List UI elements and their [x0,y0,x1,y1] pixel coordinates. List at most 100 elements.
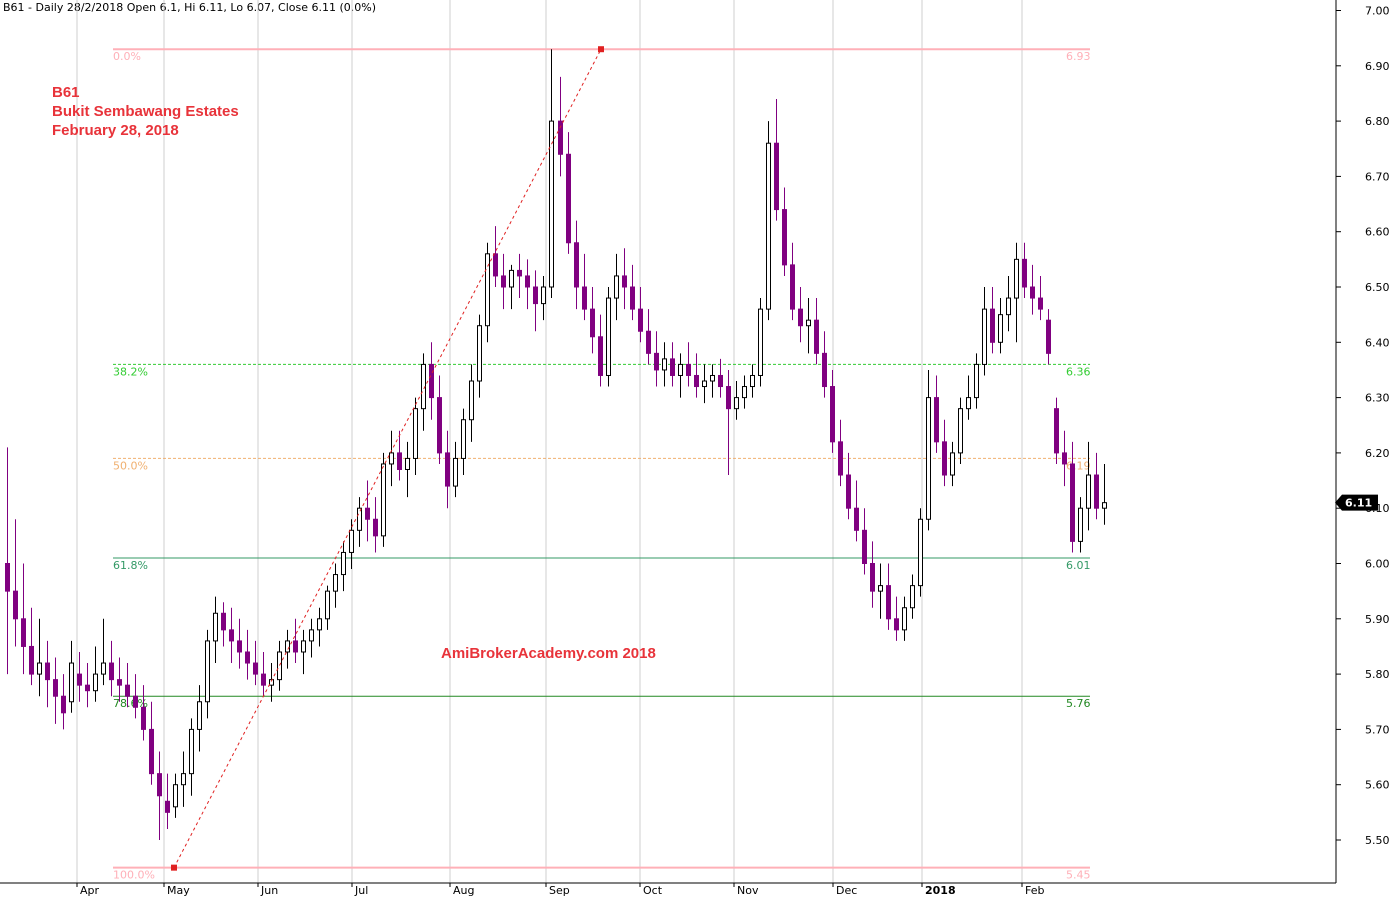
title-symbol: B61 [52,84,80,101]
candle-body [838,441,843,476]
candle-body [549,120,554,288]
candle-body [670,358,675,376]
candle-body [237,640,242,653]
candle-body [453,457,458,487]
candle-body [782,209,787,266]
candle-body [654,352,659,371]
candle-body [630,286,635,310]
month-label: 2018 [925,884,956,897]
candle-body [405,457,410,470]
candle-body [582,286,587,310]
y-tick-label: 5.80 [1365,668,1390,681]
candle-body [942,441,947,476]
candle-body [798,308,803,327]
watermark: AmiBrokerAcademy.com 2018 [441,645,656,662]
candle-body [477,325,482,382]
candle-body [814,319,819,354]
candle-body [517,269,522,277]
y-tick-label: 7.00 [1365,5,1390,18]
candle-body [85,684,90,692]
candle-body [590,308,595,338]
fib-pct-label: 78.6% [113,697,148,710]
candle-body [734,397,739,410]
last-price-label: 6.11 [1345,497,1372,510]
candle-body [309,629,314,642]
candle-body [53,679,58,697]
candle-body [926,397,931,520]
month-label: Sep [549,884,570,897]
candle-body [301,640,306,653]
fib-pct-label: 50.0% [113,459,148,472]
candle-body [830,386,835,443]
candle-body [149,728,154,775]
candle-body [501,275,506,288]
candle-body [77,673,82,686]
y-tick-label: 6.80 [1365,115,1390,128]
candle-body [694,374,699,388]
candle-body [1070,463,1075,542]
candle-body [950,452,955,476]
candle-body [710,374,715,382]
candle-body [189,728,194,775]
candle-body [13,590,18,620]
candle-body [718,374,723,388]
candle-body [437,397,442,454]
candle-body [261,673,266,686]
candle-body [910,585,915,609]
candle-body [277,651,282,681]
candle-body [413,408,418,459]
candle-body [533,286,538,305]
candle-body [509,269,514,288]
candle-body [766,142,771,310]
candle-body [253,662,258,675]
candle-body [566,153,571,244]
month-label: May [167,884,190,897]
candle-body [117,679,122,686]
candle-body [598,336,603,376]
candle-body [574,242,579,288]
month-label: Dec [836,884,857,897]
candle-body [1038,297,1043,310]
month-label: Jul [354,884,368,897]
candle-body [461,419,466,459]
candle-body [1054,408,1059,454]
candle-body [397,452,402,470]
candle-body [1006,297,1011,316]
candle-body [29,645,34,675]
fib-trend-line [173,48,602,868]
candle-body [1078,507,1083,542]
trend-end-marker [598,46,604,53]
candle-body [269,679,274,686]
candle-body [525,275,530,288]
y-tick-label: 5.50 [1365,834,1390,847]
candle-body [854,507,859,531]
candle-body [862,529,867,565]
y-tick-label: 5.90 [1365,613,1390,626]
candle-body [606,297,611,376]
candle-body [109,662,114,681]
candle-body [61,695,66,714]
fib-price-label: 5.45 [1066,869,1091,882]
candle-body [678,363,683,376]
candle-body [750,374,755,388]
candle-body [205,640,210,703]
candle-body [974,363,979,399]
candle-body [21,618,26,647]
candle-body [285,640,290,653]
candle-body [1014,258,1019,299]
y-tick-label: 6.70 [1365,170,1390,183]
candle-body [1030,286,1035,299]
candle-body [1102,502,1107,509]
candle-body [365,507,370,520]
candle-body [445,452,450,487]
last-price-tag [1335,494,1378,511]
candle-body [357,507,362,531]
candle-body [157,773,162,797]
candle-body [1086,474,1091,509]
y-tick-label: 6.00 [1365,558,1390,571]
month-label: Oct [643,884,663,897]
y-tick-label: 6.90 [1365,60,1390,73]
candle-body [69,662,74,703]
candle-body [229,629,234,642]
